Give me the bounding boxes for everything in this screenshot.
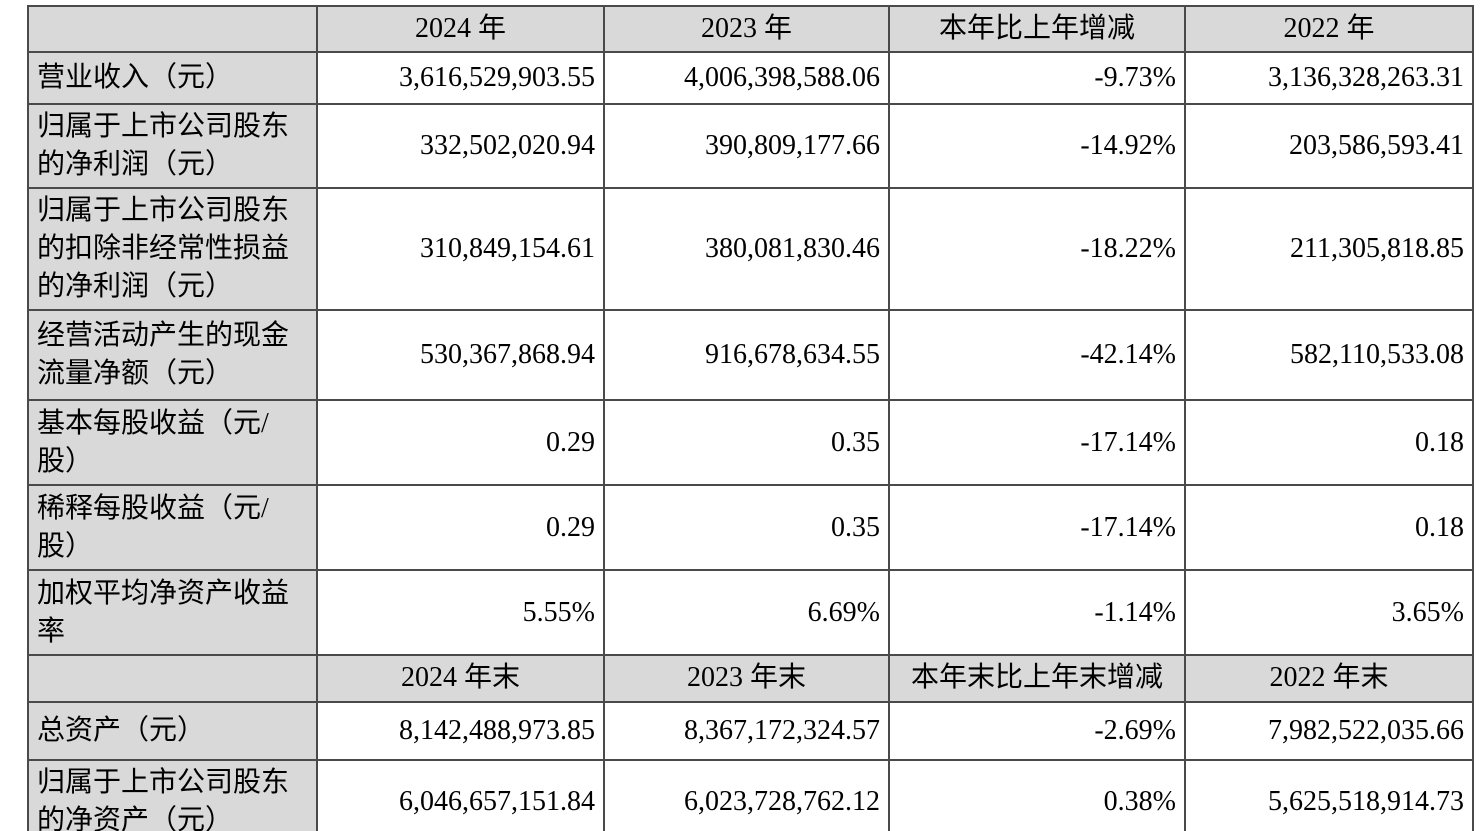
value-cell: -1.14% xyxy=(888,569,1186,657)
value-cell: 7,982,522,035.66 xyxy=(1184,700,1474,761)
value-cell: 0.38% xyxy=(888,758,1186,831)
header-row-year-end: 2024 年末 2023 年末 本年末比上年末增减 2022 年末 xyxy=(27,654,1474,703)
value-cell: 8,142,488,973.85 xyxy=(316,700,605,761)
value-cell: 203,586,593.41 xyxy=(1184,103,1474,190)
header-cell-blank xyxy=(27,4,318,54)
value-cell: -17.14% xyxy=(888,399,1186,487)
row-label-cell: 营业收入（元） xyxy=(27,51,318,106)
table-row-net-profit: 归属于上市公司股东的净利润（元） 332,502,020.94 390,809,… xyxy=(27,103,1474,190)
table-row-total-assets: 总资产（元） 8,142,488,973.85 8,367,172,324.57… xyxy=(27,700,1474,761)
value-cell: 3,616,529,903.55 xyxy=(316,51,605,106)
row-label-cell: 归属于上市公司股东的扣除非经常性损益的净利润（元） xyxy=(27,187,318,312)
value-cell: 8,367,172,324.57 xyxy=(603,700,890,761)
table-row-revenue: 营业收入（元） 3,616,529,903.55 4,006,398,588.0… xyxy=(27,51,1474,106)
value-cell: 0.35 xyxy=(603,484,890,572)
row-label-cell: 基本每股收益（元/股） xyxy=(27,399,318,487)
table-row-diluted-eps: 稀释每股收益（元/股） 0.29 0.35 -17.14% 0.18 xyxy=(27,484,1474,572)
value-cell: 0.29 xyxy=(316,399,605,487)
header-cell-2022: 2022 年 xyxy=(1184,4,1474,54)
header-cell-2024-end: 2024 年末 xyxy=(316,654,605,703)
table-row-net-profit-excl-nonrecurring: 归属于上市公司股东的扣除非经常性损益的净利润（元） 310,849,154.61… xyxy=(27,187,1474,312)
header-cell-2024: 2024 年 xyxy=(316,4,605,54)
value-cell: 211,305,818.85 xyxy=(1184,187,1474,312)
row-label-cell: 稀释每股收益（元/股） xyxy=(27,484,318,572)
table-row-operating-cash-flow: 经营活动产生的现金流量净额（元） 530,367,868.94 916,678,… xyxy=(27,309,1474,402)
header-cell-year-end-change: 本年末比上年末增减 xyxy=(888,654,1186,703)
value-cell: 310,849,154.61 xyxy=(316,187,605,312)
header-cell-yoy-change: 本年比上年增减 xyxy=(888,4,1186,54)
value-cell: 6,023,728,762.12 xyxy=(603,758,890,831)
value-cell: 0.18 xyxy=(1184,399,1474,487)
header-cell-2023: 2023 年 xyxy=(603,4,890,54)
header-row-annual: 2024 年 2023 年 本年比上年增减 2022 年 xyxy=(27,4,1474,54)
value-cell: -9.73% xyxy=(888,51,1186,106)
row-label-cell: 加权平均净资产收益率 xyxy=(27,569,318,657)
header-cell-2023-end: 2023 年末 xyxy=(603,654,890,703)
value-cell: 390,809,177.66 xyxy=(603,103,890,190)
value-cell: 0.18 xyxy=(1184,484,1474,572)
row-label-cell: 总资产（元） xyxy=(27,700,318,761)
value-cell: 6.69% xyxy=(603,569,890,657)
header-cell-blank xyxy=(27,654,318,703)
value-cell: 380,081,830.46 xyxy=(603,187,890,312)
value-cell: -14.92% xyxy=(888,103,1186,190)
value-cell: 582,110,533.08 xyxy=(1184,309,1474,402)
value-cell: 6,046,657,151.84 xyxy=(316,758,605,831)
table-row-weighted-avg-roe: 加权平均净资产收益率 5.55% 6.69% -1.14% 3.65% xyxy=(27,569,1474,657)
row-label-cell: 经营活动产生的现金流量净额（元） xyxy=(27,309,318,402)
value-cell: 5.55% xyxy=(316,569,605,657)
row-label-cell: 归属于上市公司股东的净利润（元） xyxy=(27,103,318,190)
table-row-basic-eps: 基本每股收益（元/股） 0.29 0.35 -17.14% 0.18 xyxy=(27,399,1474,487)
value-cell: 916,678,634.55 xyxy=(603,309,890,402)
header-cell-2022-end: 2022 年末 xyxy=(1184,654,1474,703)
table-row-net-assets: 归属于上市公司股东的净资产（元） 6,046,657,151.84 6,023,… xyxy=(27,758,1474,831)
value-cell: -2.69% xyxy=(888,700,1186,761)
financial-summary-table: 2024 年 2023 年 本年比上年增减 2022 年 营业收入（元） 3,6… xyxy=(27,4,1474,831)
value-cell: 530,367,868.94 xyxy=(316,309,605,402)
value-cell: 0.35 xyxy=(603,399,890,487)
row-label-cell: 归属于上市公司股东的净资产（元） xyxy=(27,758,318,831)
value-cell: 4,006,398,588.06 xyxy=(603,51,890,106)
value-cell: 3.65% xyxy=(1184,569,1474,657)
value-cell: 332,502,020.94 xyxy=(316,103,605,190)
value-cell: 0.29 xyxy=(316,484,605,572)
value-cell: -18.22% xyxy=(888,187,1186,312)
value-cell: 5,625,518,914.73 xyxy=(1184,758,1474,831)
value-cell: -42.14% xyxy=(888,309,1186,402)
value-cell: -17.14% xyxy=(888,484,1186,572)
value-cell: 3,136,328,263.31 xyxy=(1184,51,1474,106)
